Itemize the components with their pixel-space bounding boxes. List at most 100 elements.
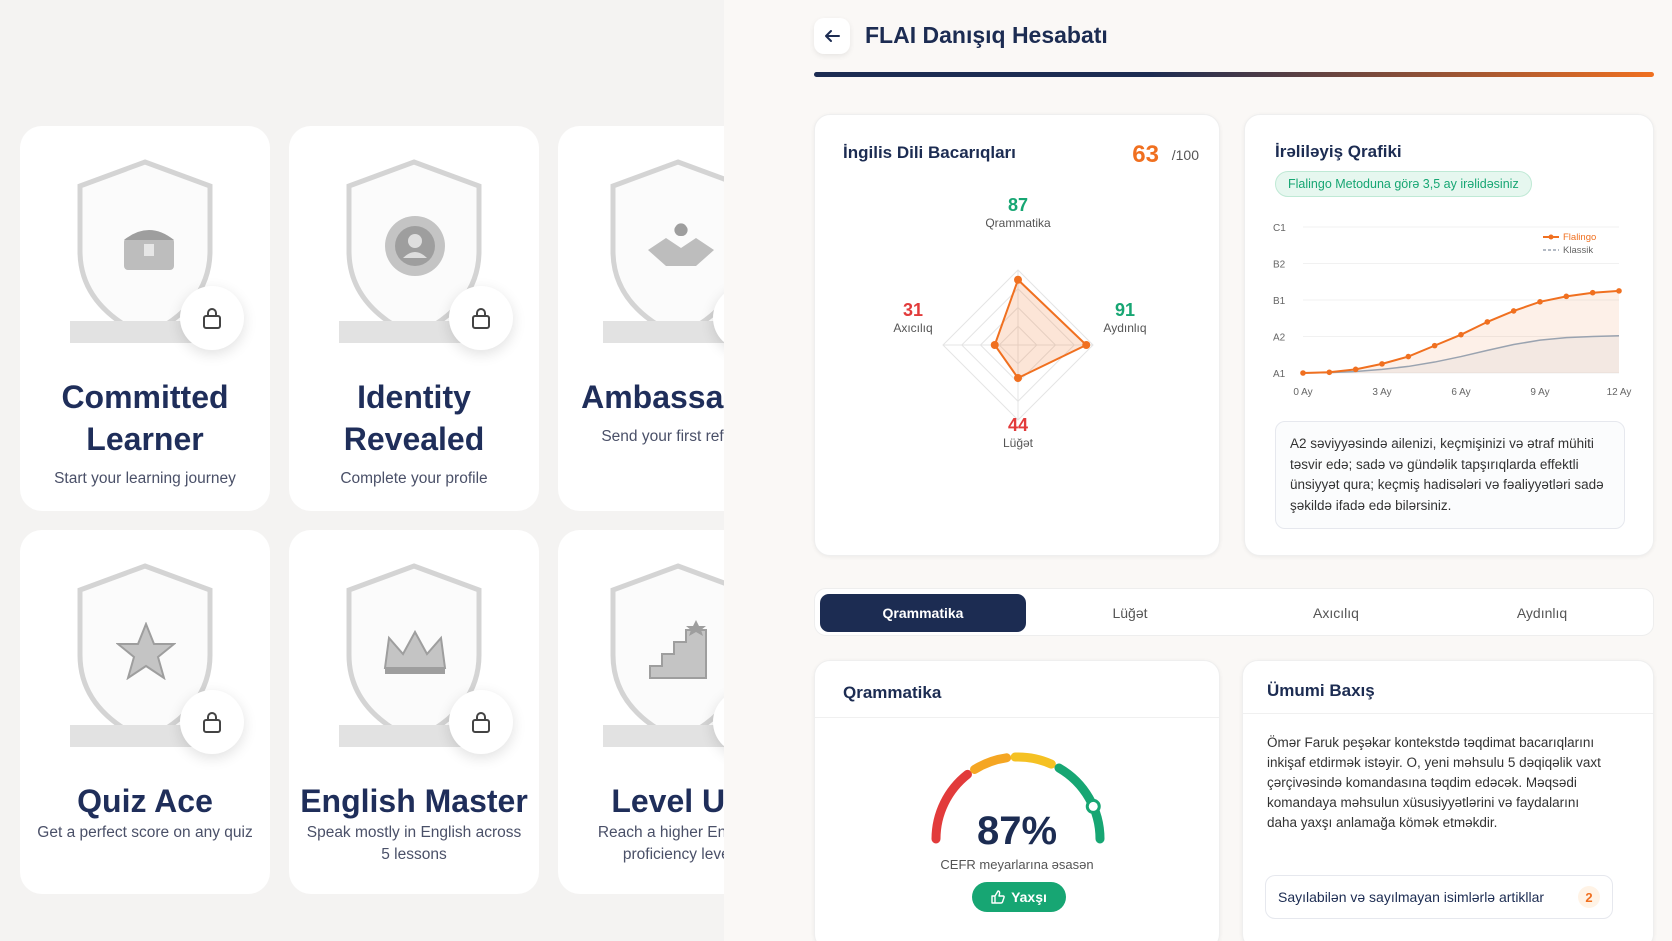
- level-description: A2 səviyyəsində ailenizi, keçmişinizi və…: [1275, 421, 1625, 529]
- y-tick-label: A2: [1273, 333, 1286, 344]
- grammar-subtitle: CEFR meyarlarına əsasən: [940, 857, 1094, 872]
- progress-panel: İrəliləyiş Qrafiki Flalingo Metoduna gör…: [1244, 114, 1654, 556]
- radar-label-axiciliq: 31 Axıcılıq: [863, 300, 963, 335]
- profile-seal-icon: [385, 216, 445, 276]
- flalingo-point: [1431, 342, 1438, 349]
- radar-point: [1014, 275, 1022, 284]
- thumbs-up-icon: [991, 890, 1005, 904]
- flalingo-point: [1300, 370, 1306, 376]
- gauge-segment: [1054, 763, 1105, 844]
- tab-aydinliq[interactable]: Aydınlıq: [1516, 605, 1568, 621]
- legend-klassik-label: Klassik: [1563, 245, 1593, 256]
- grammar-gauge: [931, 752, 1105, 844]
- skills-score-max: /100: [1171, 147, 1199, 163]
- badge-desc: Get a perfect score on any quiz: [37, 824, 253, 841]
- progress-title: İrəliləyiş Qrafiki: [1275, 142, 1402, 161]
- radar-chart: [942, 269, 1094, 421]
- grammar-panel: Qrammatika 87% CEFR meyarlarına əsasən Y…: [814, 660, 1220, 941]
- badge-desc: Send your first referral: [601, 428, 755, 445]
- treasure-chest-icon: [124, 230, 174, 270]
- flalingo-point: [1589, 289, 1596, 296]
- flalingo-point: [1510, 308, 1517, 314]
- badge-card[interactable]: English Master Speak mostly in English a…: [289, 530, 539, 894]
- stairs-icon: [649, 620, 707, 679]
- rating-label: Yaxşı: [1011, 889, 1047, 905]
- grammar-percent: 87%: [976, 809, 1058, 853]
- radar-axis-label: Lüğət: [1002, 436, 1034, 450]
- radar-label-luget: 44 Lüğət: [968, 415, 1068, 450]
- y-tick-label: A1: [1273, 369, 1286, 380]
- x-tick-label: 3 Ay: [1372, 387, 1391, 398]
- skills-panel: İngilis Dili Bacarıqları 63 /100 87 Qram…: [814, 114, 1220, 556]
- progress-line-chart: A1 A2 B1 B2 C1 0 Ay 3 Ay 6 Ay 9 Ay 12 Ay Flalingo K…: [1273, 223, 1632, 398]
- badge-card[interactable]: Identity Revealed Complete your profile: [289, 126, 539, 511]
- overview-text: Ömər Faruk peşəkar kontekstdə təqdimat b…: [1267, 735, 1601, 830]
- badge-card[interactable]: Quiz Ace Get a perfect score on any quiz: [20, 530, 270, 894]
- y-tick-label: C1: [1273, 223, 1286, 234]
- badge-title: Level Up: [611, 783, 745, 819]
- badge-desc: Complete your profile: [340, 470, 488, 487]
- radar-value: 44: [1007, 415, 1029, 435]
- radar-point: [1014, 374, 1022, 382]
- lock-icon: [180, 690, 244, 754]
- flalingo-point: [1458, 331, 1464, 338]
- flalingo-point: [1405, 353, 1412, 360]
- topic-label: Sayılabilən və sayılmayan isimlərlə arti…: [1278, 889, 1545, 905]
- radar-axis-label: Qrammatika: [985, 216, 1051, 230]
- topic-item[interactable]: Sayılabilən və sayılmayan isimlərlə arti…: [1265, 875, 1613, 919]
- x-tick-label: 0 Ay: [1293, 387, 1312, 398]
- badges-panel: Committed Learner Start your learning jo…: [0, 0, 798, 941]
- tab-qrammatika[interactable]: Qrammatika: [820, 594, 1026, 632]
- flalingo-point: [1326, 369, 1333, 376]
- star-icon: [116, 622, 176, 680]
- x-tick-label: 6 Ay: [1451, 387, 1470, 398]
- page-title: FLAI Danışıq Hesabatı: [865, 22, 1108, 48]
- y-tick-label: B1: [1273, 296, 1286, 307]
- badge-desc: Start your learning journey: [54, 470, 236, 487]
- overview-panel: Ümumi Baxış Ömər Faruk peşəkar kontekstd…: [1242, 660, 1654, 941]
- crown-icon: [383, 629, 447, 674]
- grammar-title: Qrammatika: [843, 683, 942, 702]
- gauge-segment: [1010, 752, 1056, 769]
- radar-axis-label: Aydınlıq: [1103, 321, 1147, 335]
- radar-label-aydinliq: 91 Aydınlıq: [1075, 300, 1175, 335]
- lock-icon: [449, 690, 513, 754]
- gauge-segment: [931, 769, 973, 844]
- x-tick-label: 12 Ay: [1607, 387, 1632, 398]
- flalingo-point: [1616, 288, 1622, 294]
- gauge-segment: [970, 753, 1012, 774]
- radar-area: [993, 277, 1088, 380]
- tab-axiciliq[interactable]: Axıcılıq: [1313, 605, 1359, 621]
- rating-badge: Yaxşı: [972, 882, 1066, 912]
- lock-icon: [449, 286, 513, 350]
- radar-value: 31: [902, 300, 924, 320]
- badge-title: Identity Revealed: [343, 379, 485, 457]
- skill-tabs: Qrammatika Lüğət Axıcılıq Aydınlıq: [814, 588, 1654, 636]
- y-tick-label: B2: [1273, 260, 1286, 271]
- panel-divider: [815, 717, 1219, 718]
- back-button[interactable]: [814, 18, 850, 54]
- gauge-marker: [1085, 798, 1101, 814]
- legend-flalingo-label: Flalingo: [1563, 232, 1596, 243]
- arrow-left-icon: [825, 30, 840, 42]
- radar-value: 91: [1114, 300, 1136, 320]
- tab-luget[interactable]: Lüğət: [1112, 605, 1148, 621]
- radar-label-qrammatika: 87 Qrammatika: [968, 195, 1068, 230]
- handshake-icon: [648, 223, 714, 266]
- x-tick-label: 9 Ay: [1530, 387, 1549, 398]
- badge-title: Quiz Ace: [77, 783, 213, 819]
- flalingo-point: [1352, 366, 1359, 373]
- badge-card[interactable]: Committed Learner Start your learning jo…: [20, 126, 270, 511]
- badge-title: Committed Learner: [61, 379, 229, 457]
- overview-title: Ümumi Baxış: [1267, 681, 1375, 700]
- flalingo-point: [1537, 299, 1543, 305]
- klassik-area: [1303, 335, 1619, 373]
- progress-pill: Flalingo Metoduna görə 3,5 ay irəlidəsin…: [1275, 171, 1532, 197]
- flalingo-point: [1484, 319, 1491, 325]
- badge-desc: Speak mostly in English across 5 lessons: [306, 824, 522, 863]
- report-panel: FLAI Danışıq Hesabatı İngilis Dili Bacar…: [724, 0, 1672, 941]
- legend-flalingo-marker: [1548, 234, 1554, 240]
- title-divider: [814, 72, 1654, 77]
- skills-score: 63: [1132, 141, 1159, 168]
- radar-value: 87: [1007, 195, 1029, 215]
